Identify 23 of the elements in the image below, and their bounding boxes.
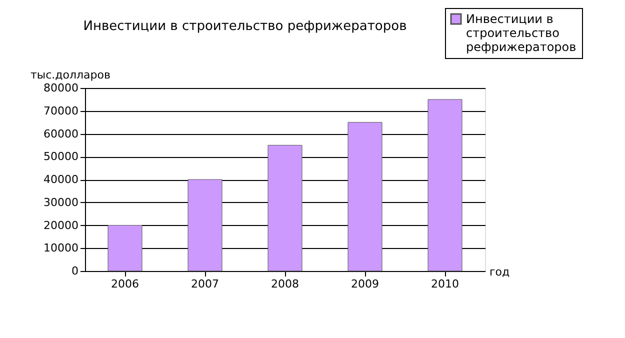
y-axis-title: тыс.долларов bbox=[30, 68, 110, 82]
x-tick-label: 2010 bbox=[431, 278, 459, 290]
y-tick-label: 70000 bbox=[44, 104, 78, 118]
y-tick-label: 80000 bbox=[44, 82, 78, 94]
bar bbox=[268, 144, 302, 272]
bar bbox=[348, 122, 382, 272]
chart-title: Инвестиции в строительство рефрижераторов bbox=[83, 19, 407, 34]
y-tick-label: 10000 bbox=[44, 242, 78, 255]
y-tick-label: 60000 bbox=[44, 127, 78, 140]
y-tick-label: 50000 bbox=[44, 150, 78, 164]
x-tick-label: 2007 bbox=[191, 278, 219, 290]
y-tick-label: 0 bbox=[72, 264, 78, 278]
x-tick-label: 2008 bbox=[271, 278, 299, 290]
legend-label: Инвестиции в строительство рефрижераторов bbox=[466, 12, 576, 54]
y-tick-label: 40000 bbox=[44, 173, 78, 186]
y-tick-label: 20000 bbox=[44, 218, 78, 232]
bar bbox=[108, 225, 142, 272]
bar bbox=[188, 179, 222, 272]
bar bbox=[428, 99, 462, 272]
x-axis-title: год bbox=[490, 266, 510, 278]
y-tick-label: 30000 bbox=[44, 196, 78, 209]
x-tick-label: 2006 bbox=[111, 278, 139, 290]
x-tick-label: 2009 bbox=[351, 278, 379, 290]
